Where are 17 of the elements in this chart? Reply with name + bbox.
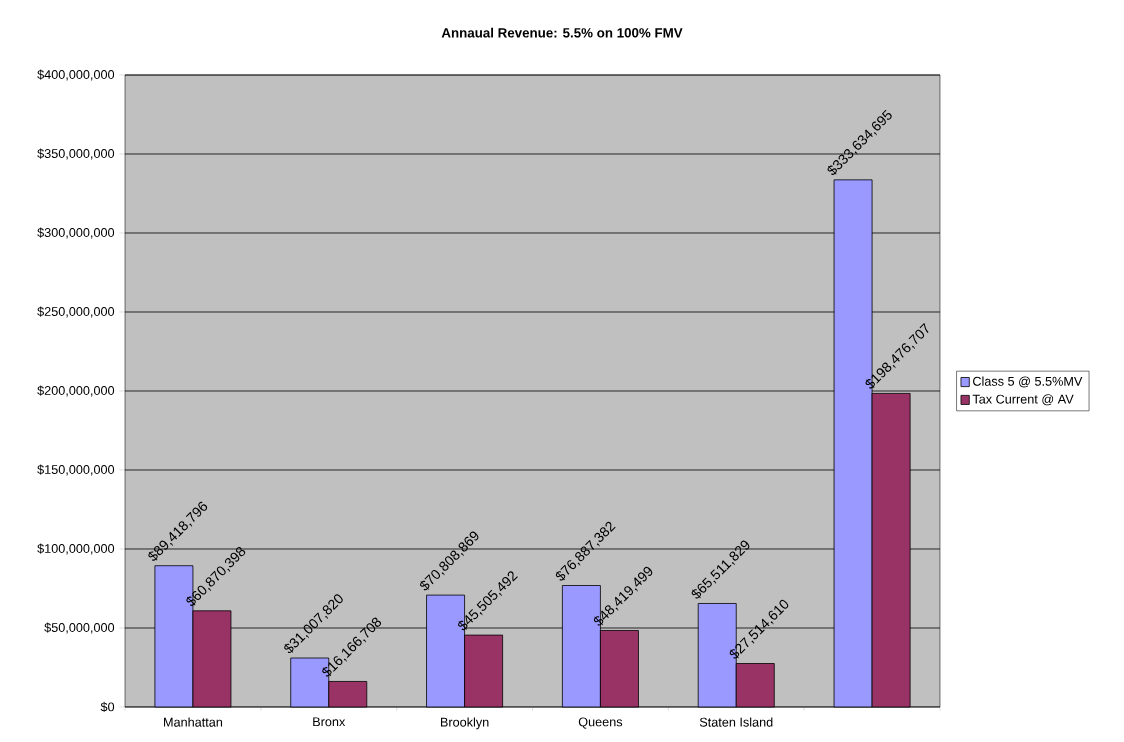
y-tick-label: $350,000,000 (37, 148, 115, 160)
y-tick-label: $0 (100, 701, 115, 713)
legend-label: Class 5 @ 5.5%MV (973, 376, 1083, 388)
x-tick-label: Manhattan (164, 717, 223, 727)
y-tick-label: $150,000,000 (37, 464, 115, 476)
x-tick-label: Staten Island (699, 717, 773, 727)
legend-label: Tax Current @ AV (972, 394, 1074, 406)
y-tick-label: $250,000,000 (37, 306, 115, 318)
chart-title: Annaual Revenue: 5.5% on 100% FMV (441, 27, 683, 38)
x-tick-label: Queens (578, 717, 623, 729)
x-tick-label: Brooklyn (440, 717, 489, 730)
y-tick-label: $400,000,000 (37, 69, 115, 81)
y-tick-label: $100,000,000 (37, 543, 115, 555)
y-tick-label: $200,000,000 (37, 385, 115, 397)
y-tick-label: $50,000,000 (44, 622, 115, 634)
x-tick-label: Bronx (313, 717, 346, 727)
y-tick-label: $300,000,000 (37, 227, 115, 239)
